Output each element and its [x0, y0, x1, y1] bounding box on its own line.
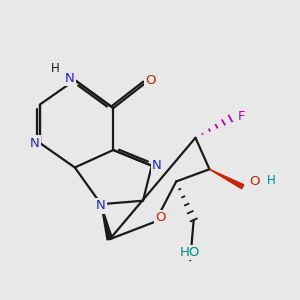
Text: H: H — [51, 62, 60, 75]
Text: O: O — [250, 175, 260, 188]
Text: H: H — [266, 174, 275, 187]
Text: N: N — [96, 200, 106, 212]
Text: HO: HO — [180, 246, 200, 259]
Text: F: F — [238, 110, 245, 123]
Text: N: N — [65, 72, 74, 85]
Text: N: N — [30, 136, 40, 149]
Text: N: N — [152, 159, 162, 172]
Polygon shape — [101, 204, 112, 240]
Text: O: O — [145, 74, 155, 87]
Polygon shape — [209, 169, 244, 189]
Text: O: O — [155, 211, 166, 224]
